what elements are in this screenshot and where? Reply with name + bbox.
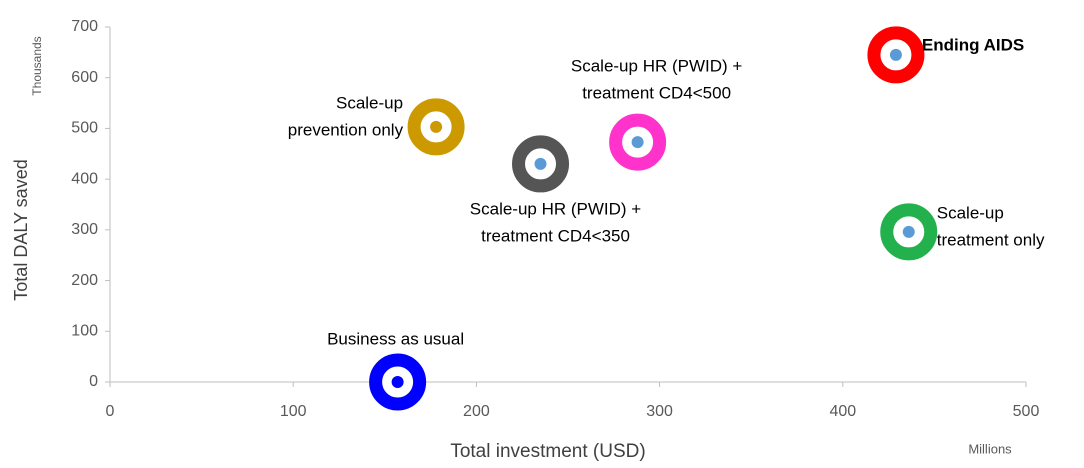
point-label: Business as usual xyxy=(327,329,464,348)
point xyxy=(512,135,570,193)
point-label: Scale-up HR (PWID) + xyxy=(571,57,743,76)
x-unit: Millions xyxy=(968,441,1012,456)
y-tick-label: 0 xyxy=(89,373,98,390)
point-dot xyxy=(430,120,443,133)
x-tick-label: 300 xyxy=(646,403,673,420)
y-tick-label: 100 xyxy=(71,323,98,340)
y-tick-label: 300 xyxy=(71,221,98,238)
x-tick-label: 400 xyxy=(829,403,856,420)
y-tick-label: 500 xyxy=(71,120,98,137)
point-label: Scale-up HR (PWID) + xyxy=(470,199,642,218)
point xyxy=(867,26,925,84)
point-label: Scale-up xyxy=(336,93,403,112)
point-dot xyxy=(902,225,915,238)
y-axis-label: Total DALY saved xyxy=(11,159,31,300)
point-dot xyxy=(631,136,644,149)
point xyxy=(880,203,938,261)
point-dot xyxy=(889,48,902,61)
x-axis-label: Total investment (USD) xyxy=(450,441,645,462)
point xyxy=(407,98,465,156)
x-tick-label: 100 xyxy=(280,403,307,420)
point-label: treatment only xyxy=(937,230,1045,249)
x-tick-label: 0 xyxy=(106,403,115,420)
point-label: Scale-up xyxy=(937,203,1004,222)
y-tick-label: 700 xyxy=(71,18,98,35)
point xyxy=(369,353,427,411)
point-label: prevention only xyxy=(288,120,404,139)
point-dot xyxy=(391,376,404,388)
point-label: Ending AIDS xyxy=(922,35,1024,54)
point-label: treatment CD4<500 xyxy=(582,84,731,103)
y-tick-label: 400 xyxy=(71,170,98,187)
x-tick-label: 200 xyxy=(463,403,490,420)
y-unit: Thousands xyxy=(30,36,44,95)
point-label: treatment CD4<350 xyxy=(481,226,630,245)
point-dot xyxy=(534,157,547,170)
y-tick-label: 200 xyxy=(71,272,98,289)
x-tick-label: 500 xyxy=(1013,403,1040,420)
point xyxy=(609,113,667,171)
y-tick-label: 600 xyxy=(71,69,98,86)
